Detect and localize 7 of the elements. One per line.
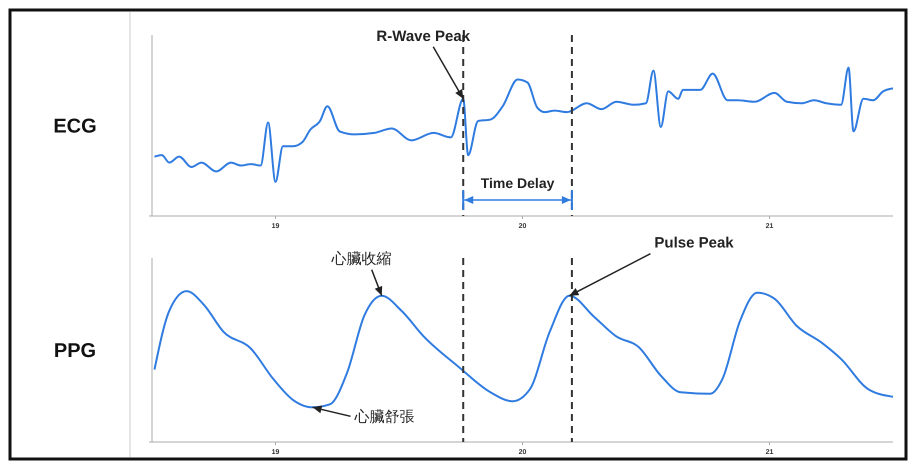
annotation: Pulse Peak <box>654 234 734 252</box>
annotation: Time Delay <box>480 175 555 191</box>
y-axis-title: PPG <box>54 340 96 362</box>
y-axis-title: ECG <box>53 116 97 138</box>
annotation: 心臟舒張 <box>354 407 415 426</box>
annotation: 心臟收縮 <box>330 250 392 268</box>
annotation: R-Wave Peak <box>376 28 471 45</box>
